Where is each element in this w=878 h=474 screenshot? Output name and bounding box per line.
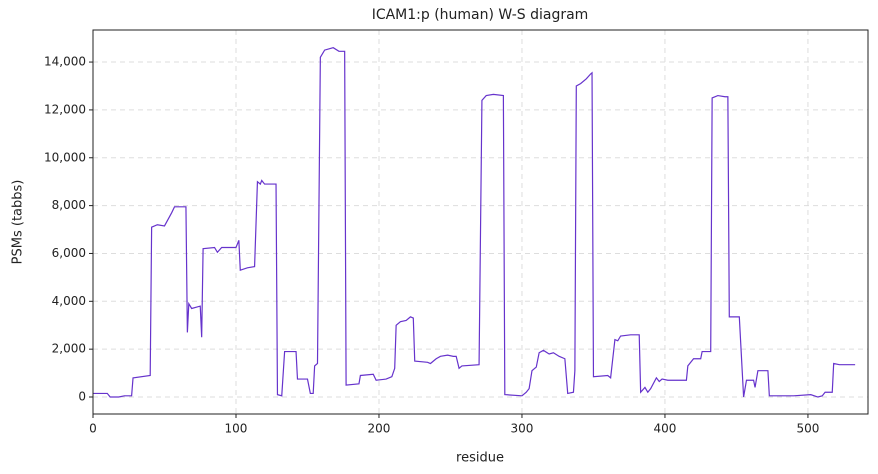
x-tick-label: 500: [796, 422, 819, 436]
y-tick-label: 12,000: [44, 102, 86, 116]
chart-title: ICAM1:p (human) W-S diagram: [372, 7, 589, 23]
plot-frame: [92, 29, 869, 415]
x-tick-label: 100: [225, 422, 248, 436]
y-tick-label: 10,000: [44, 150, 86, 164]
x-tick-label: 200: [368, 422, 391, 436]
y-tick-label: 0: [78, 390, 86, 404]
y-tick-label: 4,000: [52, 294, 86, 308]
x-tick-label: 400: [654, 422, 677, 436]
x-tick-label: 0: [89, 422, 97, 436]
y-axis-label: PSMs (tabbs): [11, 180, 26, 265]
y-tick-label: 8,000: [52, 198, 86, 212]
data-line: [93, 47, 856, 398]
x-tick-label: 300: [511, 422, 534, 436]
y-tick-label: 6,000: [52, 246, 86, 260]
y-tick-label: 14,000: [44, 55, 86, 69]
y-tick-label: 2,000: [52, 342, 86, 356]
x-axis-label: residue: [456, 451, 504, 466]
